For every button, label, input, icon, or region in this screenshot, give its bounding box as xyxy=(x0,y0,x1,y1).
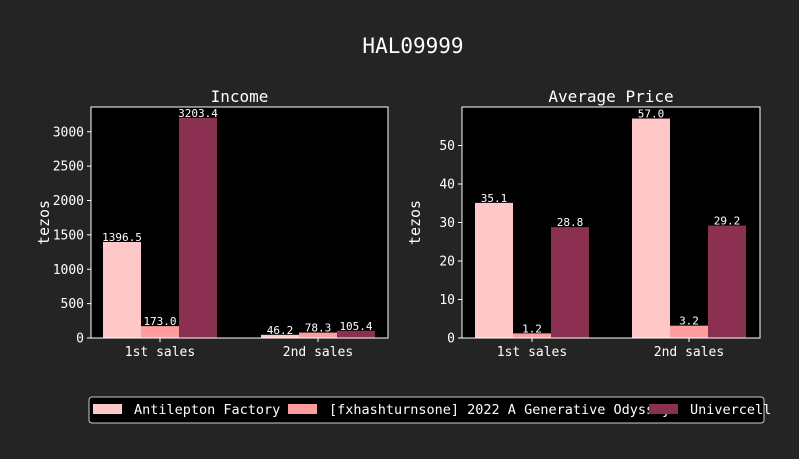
y-tick-label: 0 xyxy=(76,332,84,347)
bar xyxy=(551,227,589,338)
bar xyxy=(179,117,217,338)
y-tick-label: 1500 xyxy=(53,228,84,243)
bar xyxy=(337,330,375,338)
chart-title: Average Price xyxy=(548,87,673,106)
chart-panel-2: 35.1 57.0 1.2 3.2 28.8 29.2 0 10 20 30 40 50 1st sal… xyxy=(406,87,761,360)
data-label: 46.2 xyxy=(267,324,294,337)
y-tick-label: 30 xyxy=(439,216,455,231)
bar xyxy=(299,332,337,338)
bar xyxy=(632,118,670,338)
chart-title: Income xyxy=(211,87,269,106)
plot-frame xyxy=(90,106,389,339)
bar xyxy=(670,325,708,338)
x-tick-label: 1st sales xyxy=(125,345,195,360)
legend-box xyxy=(88,396,765,424)
bar xyxy=(141,326,179,338)
data-label: 57.0 xyxy=(638,108,665,121)
bar xyxy=(103,241,141,338)
data-label: 1.2 xyxy=(522,322,542,335)
bar xyxy=(475,202,513,338)
x-tick-label: 2nd sales xyxy=(283,345,353,360)
data-label: 29.2 xyxy=(714,215,741,228)
legend-swatch xyxy=(93,404,122,414)
y-tick-label: 2000 xyxy=(53,194,84,209)
y-tick-label: 3000 xyxy=(53,125,84,140)
y-axis-label: tezos xyxy=(406,200,424,245)
y-tick-label: 10 xyxy=(439,293,455,308)
legend-label: [fxhashturnsone] 2022 A Generative Odyss… xyxy=(329,402,670,418)
legend-label: Antilepton Factory xyxy=(134,402,280,418)
data-label: 1396.5 xyxy=(102,231,142,244)
legend-label: Univercell xyxy=(690,402,771,418)
data-label: 78.3 xyxy=(305,322,332,335)
data-label: 173.0 xyxy=(143,315,176,328)
data-label: 3.2 xyxy=(679,315,699,328)
figure-title: HAL09999 xyxy=(362,34,463,58)
y-tick-label: 1000 xyxy=(53,263,84,278)
bar xyxy=(261,334,299,338)
data-label: 28.8 xyxy=(557,216,584,229)
y-tick-label: 40 xyxy=(439,178,455,193)
y-tick-label: 50 xyxy=(439,139,455,154)
y-tick-label: 2500 xyxy=(53,160,84,175)
x-tick-label: 2nd sales xyxy=(654,345,724,360)
bar xyxy=(513,333,551,338)
data-label: 3203.4 xyxy=(178,107,218,120)
y-tick-label: 500 xyxy=(61,297,84,312)
legend-swatch xyxy=(288,404,317,414)
chart-panel-1: 1396.5 46.2 173.0 78.3 3203.4 105.4 0 500 1000 15… xyxy=(35,87,389,360)
bar xyxy=(708,225,746,338)
y-tick-label: 20 xyxy=(439,255,455,270)
data-label: 35.1 xyxy=(481,192,508,205)
data-label: 105.4 xyxy=(339,320,372,333)
y-axis-label: tezos xyxy=(35,200,53,245)
legend-swatch xyxy=(649,404,678,414)
y-tick-label: 0 xyxy=(447,332,455,347)
x-tick-label: 1st sales xyxy=(497,345,567,360)
